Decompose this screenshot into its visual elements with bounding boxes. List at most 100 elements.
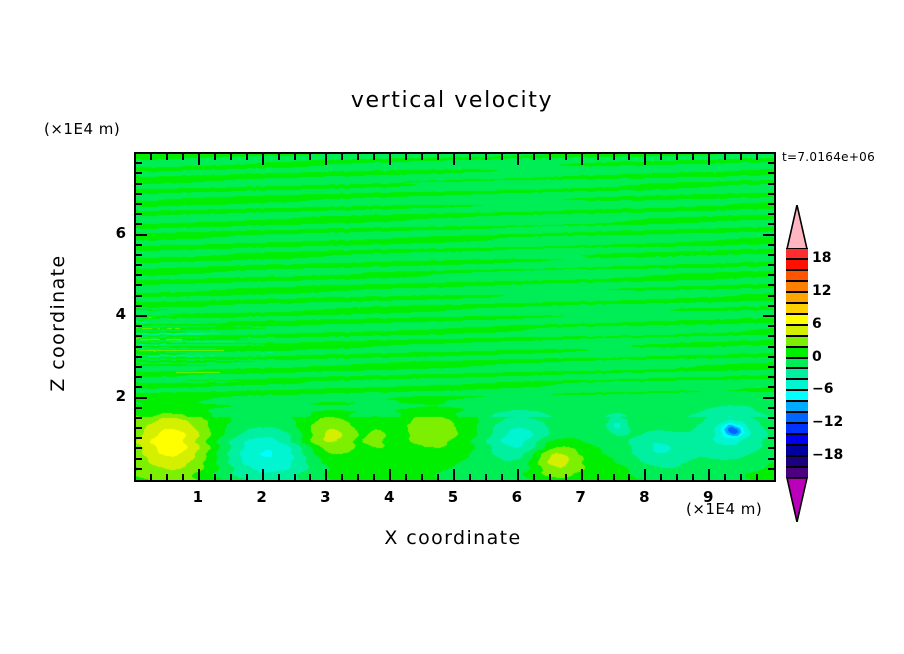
y-tick-label: 6 [115,223,126,242]
y-minor-tick-right [768,223,774,226]
x-minor-tick-top [500,154,503,160]
x-major-tick-top [389,154,392,165]
y-minor-tick [136,264,142,267]
x-minor-tick [421,474,424,480]
colorbar-band [786,379,808,391]
x-minor-tick-top [740,154,743,160]
x-major-tick-top [261,154,264,165]
time-stamp-label: t=7.0164e+06 [782,150,876,164]
y-minor-tick [136,457,142,460]
colorbar-band [786,346,808,358]
x-minor-tick-top [277,154,280,160]
y-minor-tick [136,355,142,358]
x-tick-label: 9 [702,488,714,506]
x-minor-tick [612,474,615,480]
y-minor-tick [136,253,142,256]
y-minor-tick-right [768,376,774,379]
x-minor-tick-top [548,154,551,160]
colorbar-band [786,467,808,478]
colorbar-band [786,401,808,413]
x-minor-tick [437,474,440,480]
colorbar-tick-label: −6 [812,381,834,398]
y-minor-tick-right [768,284,774,287]
y-minor-tick [136,274,142,277]
y-minor-tick [136,406,142,409]
x-minor-tick-top [692,154,695,160]
x-minor-tick [165,474,168,480]
x-major-tick [708,469,711,480]
y-minor-tick-right [768,427,774,430]
colorbar-band [786,248,808,259]
y-minor-tick-right [768,253,774,256]
x-major-tick [325,469,328,480]
colorbar-band [786,313,808,325]
x-major-tick [389,469,392,480]
x-minor-tick [676,474,679,480]
x-minor-tick [341,474,344,480]
vertical-velocity-contour-field [136,154,774,480]
x-minor-tick [213,474,216,480]
x-minor-tick-top [149,154,152,160]
y-minor-tick-right [768,182,774,185]
x-tick-label: 2 [256,488,267,506]
x-minor-tick [500,474,503,480]
x-minor-tick-top [373,154,376,160]
x-minor-tick-top [245,154,248,160]
x-minor-tick [245,474,248,480]
y-minor-tick [136,192,142,195]
x-minor-tick-top [357,154,360,160]
colorbar-tick-label: 12 [812,282,832,299]
colorbar-band [786,412,808,424]
colorbar-band [786,456,808,468]
colorbar-band [786,269,808,281]
x-tick-label: 8 [639,488,650,506]
colorbar-band [786,445,808,457]
y-minor-tick-right [768,345,774,348]
x-major-tick-top [580,154,583,165]
y-axis-unit-label: (×1E4 m) [44,120,121,138]
colorbar-band [786,258,808,270]
x-minor-tick-top [213,154,216,160]
x-axis-unit-label: (×1E4 m) [686,500,763,518]
y-minor-tick-right [768,447,774,450]
x-minor-tick [405,474,408,480]
colorbar-tick-label: 6 [812,315,822,332]
x-major-tick-top [325,154,328,165]
x-tick-label: 4 [383,488,395,506]
x-major-tick-top [516,154,519,165]
y-minor-tick-right [768,264,774,267]
x-major-tick-top [708,154,711,165]
y-minor-tick [136,437,142,440]
x-minor-tick [149,474,152,480]
x-minor-tick-top [309,154,312,160]
y-minor-tick [136,325,142,328]
y-minor-tick [136,284,142,287]
y-minor-tick [136,427,142,430]
colorbar-tick-label: −12 [812,414,844,431]
x-minor-tick [181,474,184,480]
x-minor-tick-top [165,154,168,160]
x-minor-tick-top [612,154,615,160]
colorbar-band [786,324,808,336]
x-major-tick-top [453,154,455,165]
x-major-tick [197,469,200,480]
y-minor-tick [136,182,142,185]
colorbar-band [786,302,808,314]
colorbar-band [786,423,808,435]
x-minor-tick [660,474,663,480]
y-tick-label: 4 [115,305,126,323]
y-minor-tick [136,365,142,368]
x-minor-tick-top [437,154,440,160]
y-minor-tick [136,467,142,470]
y-minor-tick [136,335,142,338]
y-minor-tick-right [768,162,774,165]
y-minor-tick-right [768,172,774,175]
x-minor-tick-top [229,154,232,160]
x-minor-tick [740,474,743,480]
colorbar-over-arrow [786,205,808,249]
x-minor-tick-top [564,154,567,160]
y-minor-tick [136,172,142,175]
y-minor-tick-right [768,294,774,297]
y-minor-tick-right [768,335,774,338]
x-minor-tick [309,474,312,480]
